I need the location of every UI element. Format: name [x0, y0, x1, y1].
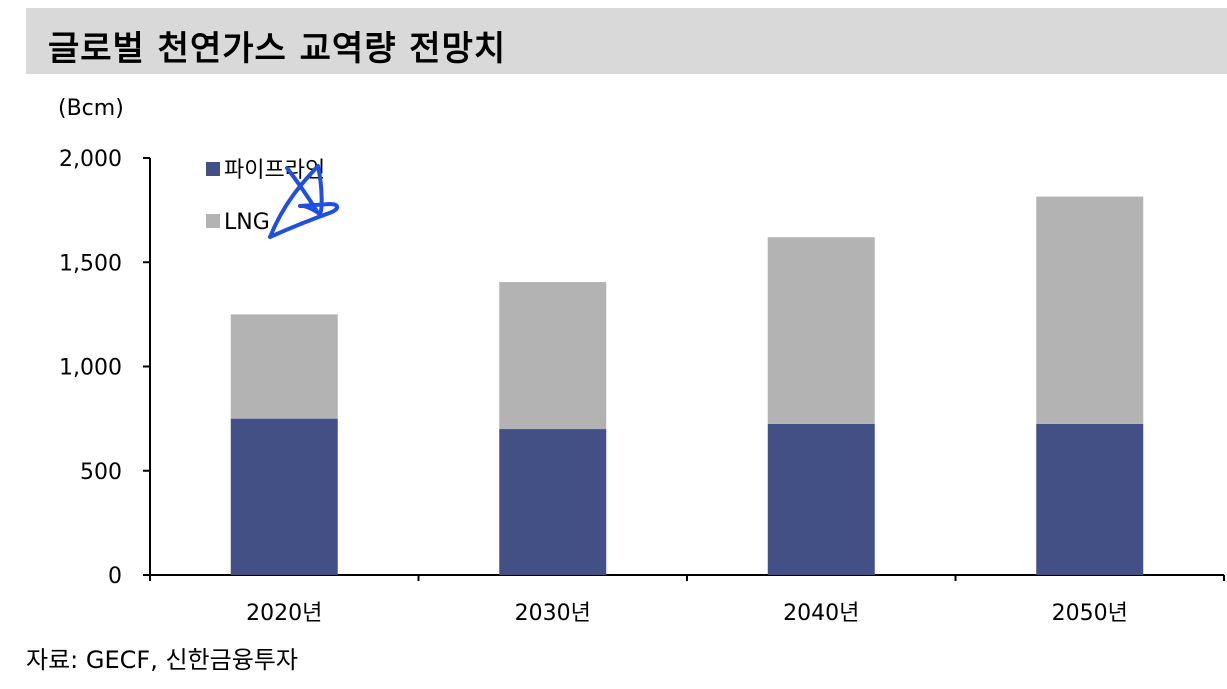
x-tick-label: 2040년 [783, 601, 859, 626]
legend-swatch-pipeline [206, 162, 220, 176]
bar-pipeline [767, 423, 875, 575]
y-axis-unit-label: (Bcm) [58, 96, 124, 121]
x-tick-label: 2050년 [1052, 601, 1128, 626]
y-tick-label: 1,500 [59, 251, 122, 276]
title-bar: 글로벌 천연가스 교역량 전망치 [26, 8, 1227, 74]
y-tick-label: 0 [108, 564, 122, 589]
legend-label-pipeline: 파이프라인 [224, 158, 325, 183]
bar-lng [499, 282, 607, 430]
handwritten-scribble-annotation [268, 164, 339, 239]
x-tick-label: 2020년 [246, 601, 322, 626]
y-tick-label: 500 [80, 460, 122, 485]
bars [230, 196, 1144, 575]
y-tick-label: 2,000 [59, 147, 122, 172]
x-tick-label: 2030년 [515, 601, 591, 626]
y-tick-label: 1,000 [59, 356, 122, 381]
bar-pipeline [230, 418, 338, 575]
page-title: 글로벌 천연가스 교역량 전망치 [48, 29, 507, 69]
bar-pipeline [499, 429, 607, 575]
bar-lng [230, 314, 338, 419]
bar-lng [1036, 196, 1144, 424]
source-note: 자료: GECF, 신한금융투자 [26, 646, 298, 674]
legend-swatch-lng [206, 214, 220, 228]
legend-label-lng: LNG [224, 210, 270, 235]
bar-lng [767, 237, 875, 424]
bar-pipeline [1036, 423, 1144, 575]
tick-labels: 0 500 1,000 1,500 2,000 2020년 2030년 2040년 2050년 [59, 147, 1128, 626]
